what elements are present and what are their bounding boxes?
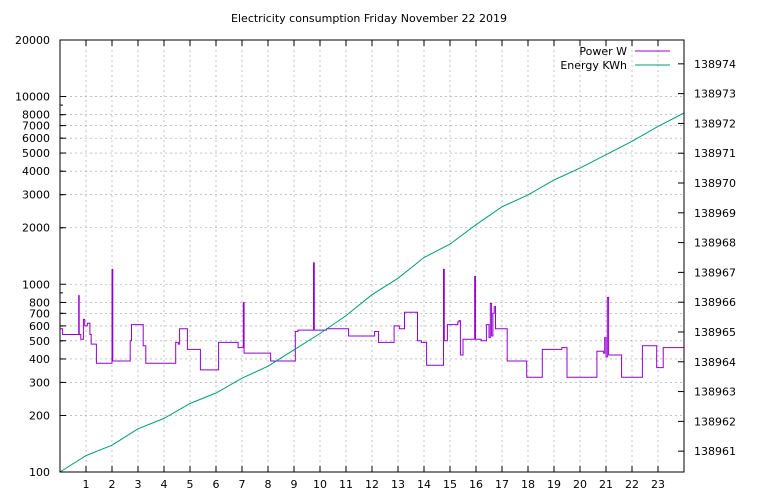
y-tick-label: 800	[29, 296, 50, 309]
energy-series-line	[59, 112, 685, 473]
legend-label-power: Power W	[579, 45, 627, 58]
y-tick-label: 600	[29, 320, 50, 333]
y-tick-label: 2000	[22, 222, 50, 235]
y-tick-label: 400	[29, 353, 50, 366]
y-tick-label: 8000	[22, 109, 50, 122]
y-tick-label: 300	[29, 376, 50, 389]
x-tick-label: 18	[521, 478, 535, 491]
x-tick-label: 5	[187, 478, 194, 491]
x-axis: 1 2 3 4 5 6 7 8 9 10 11 12 13 14 15 16 17 18 19 20 21 22 23	[83, 40, 665, 491]
x-tick-label: 14	[417, 478, 431, 491]
y2-tick-label: 138963	[694, 386, 736, 399]
x-tick-label: 23	[651, 478, 665, 491]
y2-tick-label: 138966	[694, 296, 736, 309]
y2-tick-label: 138973	[694, 88, 736, 101]
y2-tick-label: 138962	[694, 415, 736, 428]
x-tick-label: 9	[291, 478, 298, 491]
chart-title: Electricity consumption Friday November …	[231, 12, 507, 25]
plot-frame	[59, 39, 685, 473]
y-tick-label: 3000	[22, 189, 50, 202]
x-tick-label: 4	[161, 478, 168, 491]
x-tick-label: 3	[135, 478, 142, 491]
y-tick-label: 200	[29, 409, 50, 422]
y-tick-label: 4000	[22, 165, 50, 178]
y2-tick-label: 138964	[694, 356, 736, 369]
y-tick-label: 5000	[22, 147, 50, 160]
x-tick-label: 6	[213, 478, 220, 491]
x-tick-label: 2	[109, 478, 116, 491]
y-tick-label: 20000	[15, 34, 50, 47]
x-tick-label: 12	[365, 478, 379, 491]
y2-tick-label: 138974	[694, 58, 736, 71]
grid	[60, 40, 684, 472]
y2-tick-label: 138970	[694, 177, 736, 190]
x-tick-label: 20	[573, 478, 587, 491]
x-tick-label: 10	[313, 478, 327, 491]
y2-tick-label: 138967	[694, 266, 736, 279]
y2-tick-label: 138971	[694, 147, 736, 160]
x-tick-label: 8	[265, 478, 272, 491]
y2-tick-label: 138961	[694, 445, 736, 458]
x-tick-label: 19	[547, 478, 561, 491]
y-tick-label: 10000	[15, 91, 50, 104]
y2-tick-label: 138965	[694, 326, 736, 339]
x-tick-label: 16	[469, 478, 483, 491]
x-tick-label: 13	[391, 478, 405, 491]
series-layer	[59, 112, 685, 473]
x-tick-label: 7	[239, 478, 246, 491]
y-axis-right: 138961 138962 138963 138964 138965 138966 1389…	[678, 58, 736, 458]
x-tick-label: 11	[339, 478, 353, 491]
x-tick-label: 17	[495, 478, 509, 491]
x-tick-label: 21	[599, 478, 613, 491]
x-tick-label: 1	[83, 478, 90, 491]
y-tick-label: 7000	[22, 120, 50, 133]
y-tick-label: 500	[29, 335, 50, 348]
y2-tick-label: 138969	[694, 207, 736, 220]
y2-tick-label: 138972	[694, 117, 736, 130]
legend-label-energy: Energy KWh	[560, 59, 627, 72]
x-tick-label: 15	[443, 478, 457, 491]
y-tick-label: 700	[29, 307, 50, 320]
power-series-line	[60, 262, 685, 378]
y-tick-label: 6000	[22, 132, 50, 145]
y-tick-label: 100	[29, 466, 50, 479]
y-tick-label: 1000	[22, 278, 50, 291]
y2-tick-label: 138968	[694, 237, 736, 250]
x-tick-label: 22	[625, 478, 639, 491]
